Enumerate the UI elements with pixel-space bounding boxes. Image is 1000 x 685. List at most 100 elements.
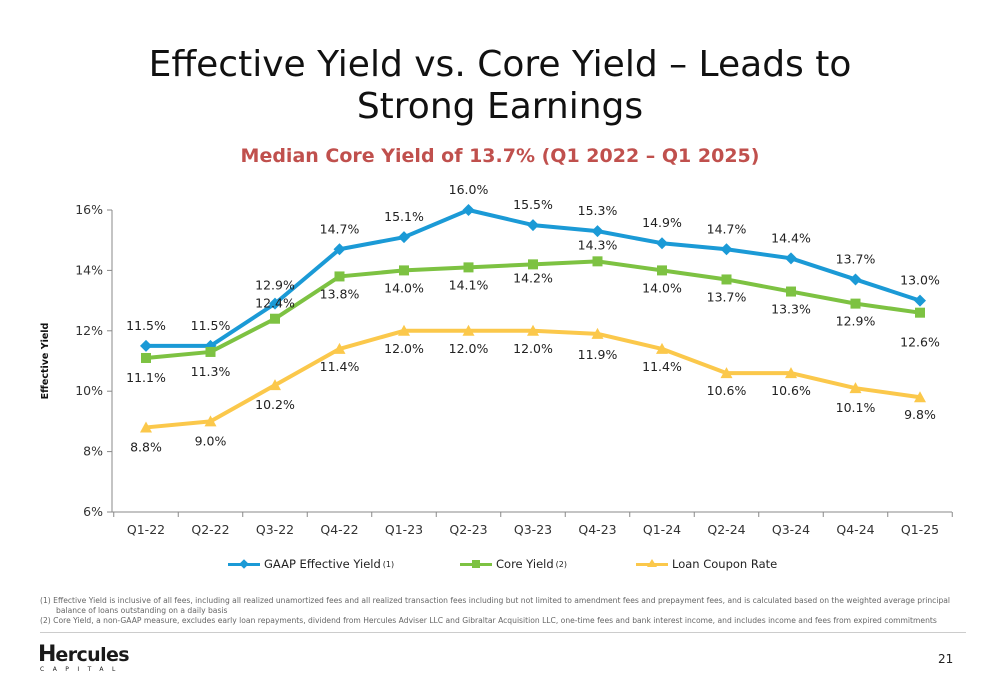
series-gaap-effective-yield [140, 204, 926, 352]
data-label: 13.0% [900, 273, 940, 288]
data-point-marker [462, 204, 475, 216]
legend-item-gaap-effective-yield: GAAP Effective Yield (1) [228, 557, 394, 571]
data-label: 12.0% [449, 341, 489, 356]
data-label: 12.0% [384, 341, 424, 356]
x-tick-label: Q2-22 [191, 522, 229, 537]
x-tick-label: Q4-24 [836, 522, 874, 537]
data-label: 9.8% [904, 407, 936, 422]
data-point-marker [462, 324, 475, 336]
legend-swatch-core [460, 558, 492, 570]
series-loan-coupon-rate [140, 324, 926, 433]
data-point-marker [270, 313, 280, 324]
data-point-marker [915, 307, 925, 318]
x-tick-label: Q1-25 [901, 522, 939, 537]
data-point-marker [591, 225, 604, 238]
data-label: 12.0% [513, 341, 553, 356]
data-point-marker [204, 415, 217, 427]
y-axis-title: Effective Yield [40, 323, 51, 400]
data-label: 13.7% [707, 289, 747, 304]
x-tick-label: Q3-23 [514, 522, 552, 537]
data-point-marker [398, 231, 410, 244]
logo-tagline: CAPITAL [40, 666, 124, 673]
data-label: 13.7% [836, 251, 876, 266]
y-tick-label: 8% [83, 444, 103, 459]
x-tick-label: Q1-22 [127, 522, 165, 537]
x-tick-label: Q3-22 [256, 522, 294, 537]
data-point-marker [141, 352, 151, 363]
legend-label: Core Yield [496, 557, 554, 571]
data-label: 15.3% [578, 203, 618, 218]
data-label: 11.4% [642, 359, 682, 374]
data-label: 14.9% [642, 215, 682, 230]
legend-swatch-coupon [636, 558, 668, 570]
data-label: 11.1% [126, 370, 166, 385]
data-label: 14.1% [449, 277, 489, 292]
data-label: 8.8% [130, 439, 162, 454]
data-point-marker [656, 237, 668, 250]
y-tick-label: 12% [75, 323, 103, 338]
footnote-2: (2) Core Yield, a non-GAAP measure, excl… [40, 616, 937, 625]
legend-item-loan-coupon-rate: Loan Coupon Rate [636, 557, 777, 571]
data-point-marker [849, 273, 862, 286]
data-point-marker [528, 259, 538, 270]
data-point-marker [914, 391, 926, 403]
data-point-marker [720, 243, 733, 256]
data-point-marker [269, 379, 281, 391]
data-label: 12.6% [900, 335, 940, 350]
data-label: 14.0% [384, 280, 424, 295]
series-core-yield [141, 256, 925, 363]
chart-legend: GAAP Effective Yield (1) Core Yield (2) … [0, 557, 1000, 579]
y-tick-label: 6% [83, 504, 103, 519]
data-label: 15.1% [384, 209, 424, 224]
y-tick-label: 10% [75, 383, 103, 398]
data-label: 10.2% [255, 397, 295, 412]
data-label: 12.4% [255, 296, 295, 311]
data-point-marker [720, 367, 733, 379]
logo-word: ercules [55, 643, 129, 666]
legend-footnote-marker: (1) [382, 559, 395, 569]
x-tick-label: Q4-22 [320, 522, 358, 537]
data-point-marker [657, 265, 667, 276]
data-label: 12.9% [255, 278, 295, 293]
data-label: 14.3% [578, 237, 618, 252]
data-point-marker [592, 256, 603, 267]
chart-subtitle: Median Core Yield of 13.7% (Q1 2022 – Q1… [240, 145, 760, 167]
data-label: 13.3% [771, 302, 811, 317]
data-label: 11.5% [191, 318, 231, 333]
data-point-marker [399, 265, 409, 276]
legend-item-core-yield: Core Yield (2) [460, 557, 567, 571]
legend-label: GAAP Effective Yield [264, 557, 381, 571]
data-point-marker [849, 382, 862, 394]
data-label: 11.9% [578, 347, 618, 362]
legend-footnote-marker: (2) [555, 559, 567, 569]
slide-title: Effective Yield vs. Core Yield – Leads t… [148, 44, 852, 127]
data-point-marker [140, 339, 152, 352]
data-label: 14.2% [513, 270, 553, 285]
data-point-marker [463, 262, 474, 273]
data-label: 14.7% [707, 221, 747, 236]
x-tick-label: Q3-24 [772, 522, 810, 537]
data-point-marker [850, 298, 861, 309]
data-point-marker [591, 327, 604, 339]
x-tick-label: Q2-24 [707, 522, 745, 537]
data-label: 10.6% [707, 383, 747, 398]
data-label: 10.1% [836, 400, 876, 415]
data-point-marker [785, 367, 797, 379]
legend-swatch-gaap [228, 558, 260, 570]
data-point-marker [656, 342, 668, 354]
data-label: 16.0% [449, 182, 489, 197]
data-label: 13.8% [320, 286, 360, 301]
x-tick-label: Q4-23 [578, 522, 616, 537]
logo-initial: H [38, 642, 56, 667]
data-label: 14.4% [771, 230, 811, 245]
data-label: 9.0% [195, 433, 227, 448]
data-point-marker [786, 286, 796, 297]
legend-label: Loan Coupon Rate [672, 557, 778, 571]
y-tick-label: 16% [75, 202, 103, 217]
data-point-marker [721, 274, 732, 285]
data-point-marker [785, 252, 797, 265]
data-label: 12.9% [836, 314, 876, 329]
footnote-1: (1) Effective Yield is inclusive of all … [40, 596, 951, 615]
